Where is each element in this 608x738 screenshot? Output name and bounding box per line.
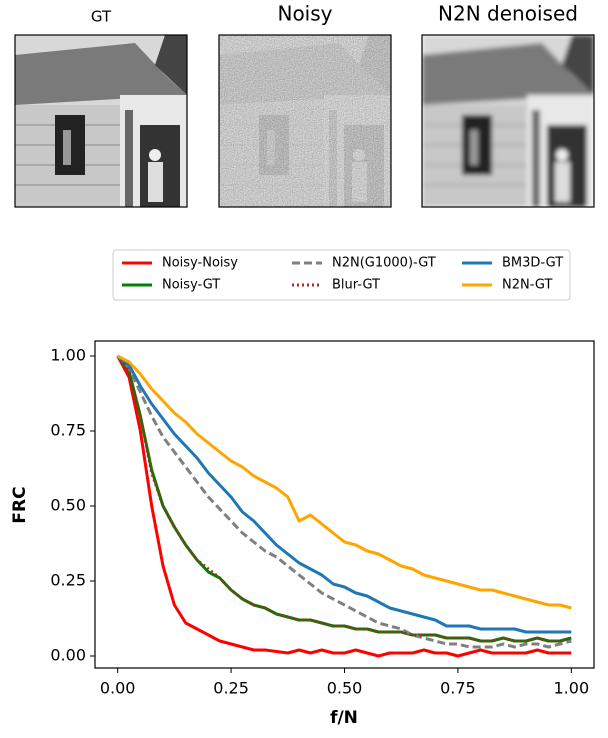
series-line — [116, 354, 572, 649]
y-tick-label: 1.00 — [50, 346, 86, 365]
series-line — [116, 354, 572, 610]
legend-label: N2N-GT — [502, 278, 552, 293]
legend-label: BM3D-GT — [502, 256, 563, 271]
plot-frame — [94, 340, 595, 669]
panel-title: Noisy — [277, 2, 332, 26]
legend-label: Noisy-Noisy — [162, 256, 238, 271]
x-tick-label: 0.75 — [440, 679, 476, 698]
image-denoised — [421, 34, 595, 208]
x-tick-label: 0.50 — [327, 679, 363, 698]
x-tick-label: 0.00 — [100, 679, 136, 698]
y-tick-label: 0.00 — [50, 646, 86, 665]
legend-box — [112, 249, 571, 301]
x-axis-label: f/N — [330, 708, 358, 728]
series-line — [116, 355, 572, 643]
y-tick-label: 0.50 — [50, 496, 86, 515]
image-noisy — [218, 34, 392, 208]
panel-title: GT — [91, 8, 112, 26]
image-gt — [14, 34, 188, 208]
series-line — [116, 355, 572, 643]
panel-title: N2N denoised — [438, 2, 578, 26]
legend-label: N2N(G1000)-GT — [332, 256, 436, 271]
series-line — [116, 354, 572, 634]
y-tick-label: 0.75 — [50, 421, 86, 440]
y-axis-label: FRC — [10, 486, 30, 523]
x-tick-label: 0.25 — [213, 679, 249, 698]
series-line — [116, 355, 572, 658]
y-tick-label: 0.25 — [50, 571, 86, 590]
legend-label: Blur-GT — [332, 278, 380, 293]
legend-label: Noisy-GT — [162, 278, 220, 293]
x-tick-label: 1.00 — [554, 679, 590, 698]
